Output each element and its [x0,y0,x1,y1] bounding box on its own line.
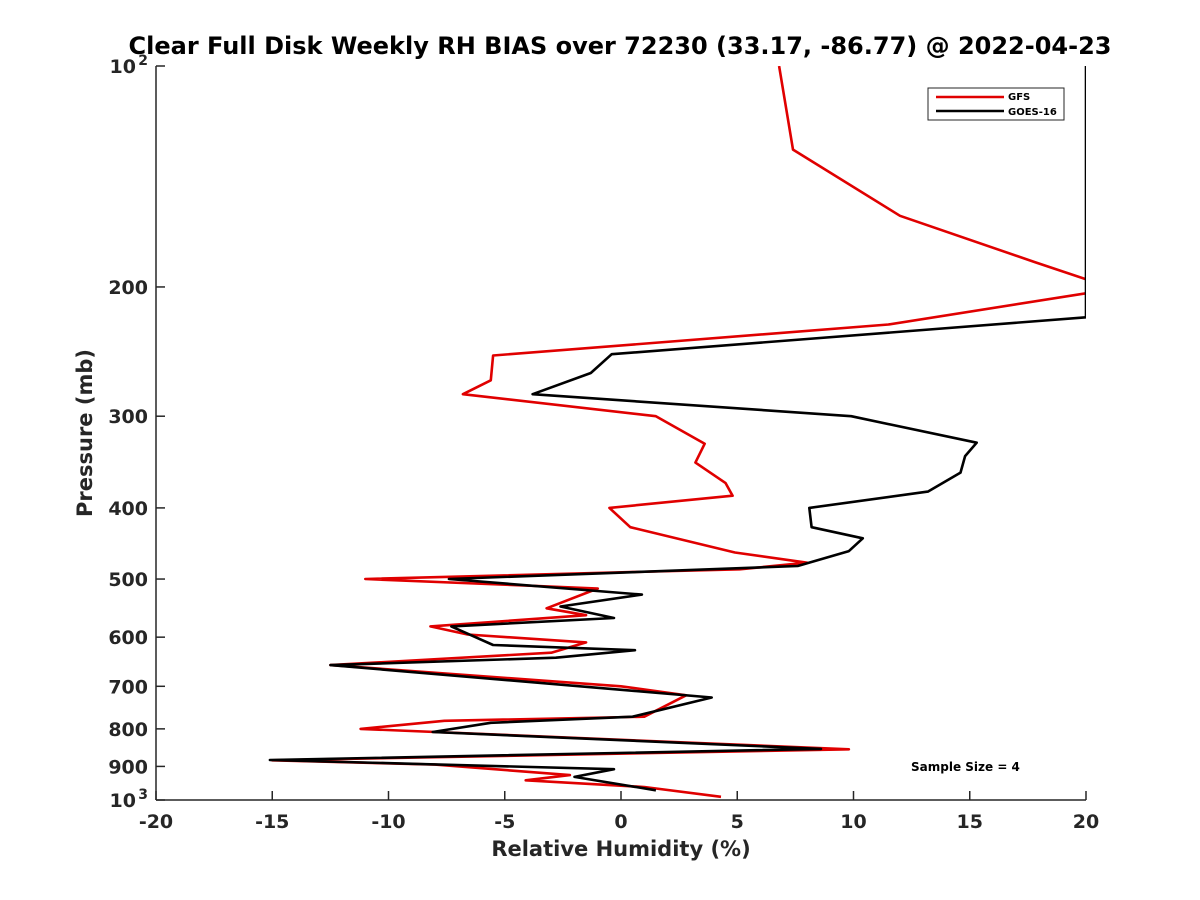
chart-title: Clear Full Disk Weekly RH BIAS over 7223… [129,32,1112,60]
y-tick-label: 10 [110,56,136,78]
x-tick-label: -20 [139,811,173,833]
x-tick-label: -5 [494,811,515,833]
y-tick-exponent: 2 [138,53,148,69]
y-tick-label: 900 [108,756,148,778]
legend-box [927,87,1065,121]
x-tick-label: 10 [840,811,866,833]
series-line-goes-16 [268,66,1086,792]
y-tick-label: 400 [108,498,148,520]
x-ticks: -20 -15 -10 -5 0 5 10 15 20 [139,791,1099,833]
x-tick-label: 20 [1073,811,1099,833]
y-tick-exponent: 3 [138,787,148,803]
y-tick-label: 500 [108,569,148,591]
legend-gfs-label: GFS [1008,92,1030,103]
sample-size-annotation: Sample Size = 4 [911,760,1020,774]
y-tick-label: 700 [108,676,148,698]
y-tick-label: 200 [108,277,148,299]
x-tick-label: 0 [614,811,627,833]
y-tick-label: 300 [108,406,148,428]
series-layer [268,66,1086,799]
y-tick-label: 600 [108,627,148,649]
y-axis-label: Pressure (mb) [73,349,97,517]
y-tick-label: 10 [110,790,136,812]
legend-goes-label: GOES-16 [1008,107,1057,118]
x-tick-label: 15 [957,811,983,833]
x-tick-label: -10 [371,811,405,833]
x-tick-label: 5 [731,811,744,833]
series-line-gfs [270,66,1086,799]
y-tick-label: 800 [108,719,148,741]
x-tick-label: -15 [255,811,289,833]
x-axis-label: Relative Humidity (%) [491,837,750,861]
legend: GFS GOES-16 [927,87,1065,121]
